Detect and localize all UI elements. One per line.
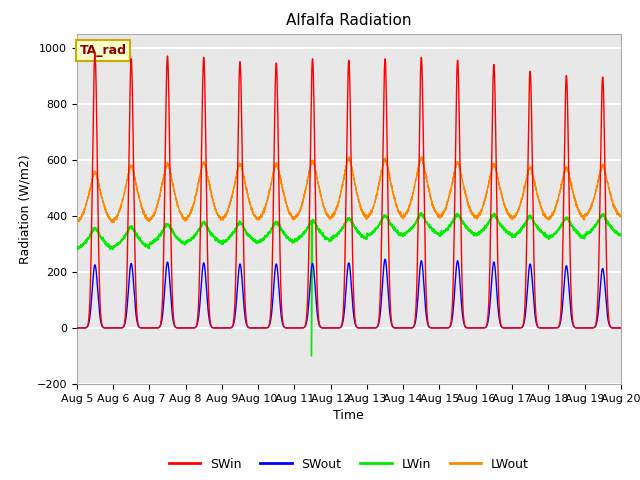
X-axis label: Time: Time [333,409,364,422]
Y-axis label: Radiation (W/m2): Radiation (W/m2) [18,154,31,264]
Title: Alfalfa Radiation: Alfalfa Radiation [286,13,412,28]
Text: TA_rad: TA_rad [79,44,127,57]
Legend: SWin, SWout, LWin, LWout: SWin, SWout, LWin, LWout [164,453,534,476]
